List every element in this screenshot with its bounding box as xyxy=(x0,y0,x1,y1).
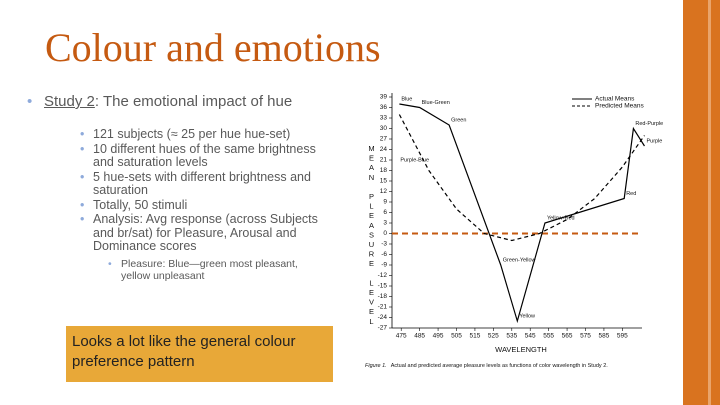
x-tick-label: 565 xyxy=(562,333,573,340)
bullet-dot: • xyxy=(80,141,85,156)
accent-stripe xyxy=(708,0,711,405)
sub-bullet: • 121 subjects (≈ 25 per hue hue-set) xyxy=(80,127,325,142)
x-tick-label: 545 xyxy=(525,333,536,340)
legend-label: Actual Means xyxy=(595,96,635,103)
callout-text: Looks a lot like the general colour pref… xyxy=(72,333,296,370)
slide-title: Colour and emotions xyxy=(45,25,381,70)
bullet-text: : The emotional impact of hue xyxy=(94,93,293,110)
bullet-dot: • xyxy=(80,197,85,212)
x-tick-label: 485 xyxy=(414,333,425,340)
y-tick-label: 39 xyxy=(380,94,388,101)
x-axis-label: WAVELENGTH xyxy=(495,345,547,354)
point-label: Yellow xyxy=(519,313,535,319)
legend-label: Predicted Means xyxy=(595,103,645,110)
y-tick-label: -21 xyxy=(378,304,388,311)
y-tick-label: 6 xyxy=(383,209,387,216)
bullet-text: 121 subjects (≈ 25 per hue hue-set) xyxy=(93,127,291,141)
series-line xyxy=(398,114,645,242)
sub-bullet: • Totally, 50 stimuli xyxy=(80,197,325,213)
y-tick-label: -12 xyxy=(378,272,388,279)
sub-bullets: • 121 subjects (≈ 25 per hue hue-set) • 10 … xyxy=(80,127,325,282)
bullet-link[interactable]: Study 2 xyxy=(44,93,95,110)
y-tick-label: -6 xyxy=(381,251,387,258)
main-bullet: • Study 2: The emotional impact of hue xyxy=(27,93,293,110)
figure-background xyxy=(363,90,675,372)
y-tick-label: 15 xyxy=(380,178,388,185)
bullet-text: Totally, 50 stimuli xyxy=(93,197,188,212)
annotation: Purple-Blue xyxy=(400,157,429,163)
y-tick-label: 9 xyxy=(383,199,387,206)
accent-band xyxy=(683,0,720,405)
x-tick-label: 515 xyxy=(469,333,480,340)
x-tick-label: 535 xyxy=(506,333,517,340)
x-tick-label: 475 xyxy=(396,333,407,340)
y-tick-label: 27 xyxy=(380,136,388,143)
bullet-dot: • xyxy=(108,257,112,270)
y-tick-label: -27 xyxy=(378,325,388,332)
x-tick-label: 495 xyxy=(433,333,444,340)
y-tick-label: 36 xyxy=(380,104,388,111)
y-axis-label: MEAN PLEASURE LEVEL xyxy=(367,144,376,326)
y-tick-label: -9 xyxy=(381,262,387,269)
y-tick-label: 30 xyxy=(380,125,388,132)
x-tick-label: 575 xyxy=(580,333,591,340)
y-tick-label: 24 xyxy=(380,146,388,153)
y-tick-label: -3 xyxy=(381,241,387,248)
y-tick-label: 33 xyxy=(380,115,388,122)
y-tick-label: 21 xyxy=(380,157,388,164)
bullet-text: 10 different hues of the same brightness… xyxy=(93,141,316,169)
point-label: Purple xyxy=(646,138,662,144)
point-label: Yellow-Red xyxy=(547,215,575,221)
bullet-text: Analysis: Avg response (across Subjects … xyxy=(93,212,318,253)
bullet-dot: • xyxy=(80,127,85,141)
bullet-dot: • xyxy=(80,212,85,226)
y-tick-label: -24 xyxy=(378,314,388,321)
point-label: Red xyxy=(626,191,636,197)
x-tick-label: 585 xyxy=(598,333,609,340)
y-tick-label: -15 xyxy=(378,283,388,290)
y-tick-label: 3 xyxy=(383,220,387,227)
point-label: Blue-Green xyxy=(422,100,450,106)
series-line xyxy=(399,103,645,324)
x-tick-label: 505 xyxy=(451,333,462,340)
sub-sub-bullet: • Pleasure: Blue—green most pleasant, yel… xyxy=(108,258,325,282)
point-label: Red-Purple xyxy=(635,121,663,127)
y-tick-label: 18 xyxy=(380,167,388,174)
point-label: Green-Yellow xyxy=(503,257,536,263)
y-tick-label: -18 xyxy=(378,293,388,300)
bullet-text: 5 hue-sets with different brightness and… xyxy=(93,169,311,197)
y-tick-label: 12 xyxy=(380,188,388,195)
x-tick-label: 525 xyxy=(488,333,499,340)
y-tick-label: 0 xyxy=(383,230,387,237)
sub-bullet: • Analysis: Avg response (across Subjects… xyxy=(80,212,325,254)
caption-label: Figure 1. xyxy=(365,363,387,369)
point-label: Blue xyxy=(401,96,412,102)
point-label: Green xyxy=(451,117,466,123)
sub-bullet: • 5 hue-sets with different brightness an… xyxy=(80,169,325,198)
x-tick-label: 555 xyxy=(543,333,554,340)
x-tick-label: 595 xyxy=(617,333,628,340)
sub-bullet: • 10 different hues of the same brightnes… xyxy=(80,141,325,170)
bullet-text: Pleasure: Blue—green most pleasant, yell… xyxy=(121,257,298,282)
figure-caption: Figure 1. Actual and predicted average pl… xyxy=(365,363,608,369)
caption-text: Actual and predicted average pleasure le… xyxy=(391,363,609,369)
callout-box: Looks a lot like the general colour pref… xyxy=(66,326,333,382)
bullet-dot: • xyxy=(80,169,85,184)
